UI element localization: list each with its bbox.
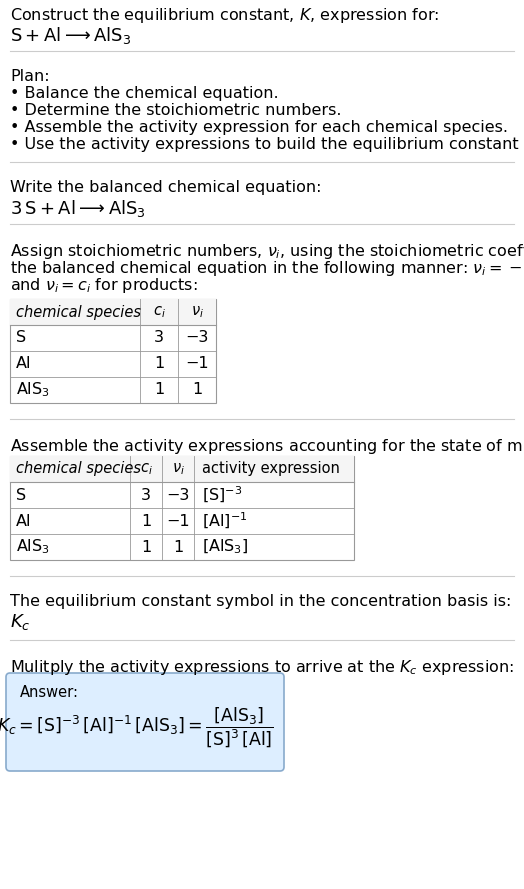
Text: Assemble the activity expressions accounting for the state of matter and $\nu_i$: Assemble the activity expressions accoun… [10, 437, 524, 456]
Text: Assign stoichiometric numbers, $\nu_i$, using the stoichiometric coefficients, $: Assign stoichiometric numbers, $\nu_i$, … [10, 242, 524, 261]
Text: • Assemble the activity expression for each chemical species.: • Assemble the activity expression for e… [10, 120, 508, 135]
Text: Plan:: Plan: [10, 69, 50, 84]
Text: The equilibrium constant symbol in the concentration basis is:: The equilibrium constant symbol in the c… [10, 594, 511, 609]
Text: and $\nu_i = c_i$ for products:: and $\nu_i = c_i$ for products: [10, 276, 198, 295]
Bar [10, 299, 216, 325]
Text: Construct the equilibrium constant, $K$, expression for:: Construct the equilibrium constant, $K$,… [10, 6, 439, 25]
Text: $c_i$: $c_i$ [139, 461, 152, 477]
Text: Answer:: Answer: [20, 685, 79, 700]
Text: $c_i$: $c_i$ [152, 304, 166, 320]
Text: Mulitply the activity expressions to arrive at the $K_c$ expression:: Mulitply the activity expressions to arr… [10, 658, 514, 677]
Text: S: S [16, 331, 26, 346]
Text: Al: Al [16, 356, 31, 372]
Bar [10, 456, 354, 560]
Text: 3: 3 [154, 331, 164, 346]
Text: −1: −1 [166, 514, 190, 528]
Text: $\nu_i$: $\nu_i$ [191, 304, 203, 320]
Text: • Determine the stoichiometric numbers.: • Determine the stoichiometric numbers. [10, 103, 342, 118]
Text: $K_c = [\mathrm{S}]^{-3}\,[\mathrm{Al}]^{-1}\,[\mathrm{AlS_3}] = \dfrac{[\mathrm: $K_c = [\mathrm{S}]^{-3}\,[\mathrm{Al}]^… [0, 706, 274, 750]
Text: the balanced chemical equation in the following manner: $\nu_i = -c_i$ for react: the balanced chemical equation in the fo… [10, 259, 524, 278]
Text: 1: 1 [141, 514, 151, 528]
Text: • Balance the chemical equation.: • Balance the chemical equation. [10, 86, 279, 101]
FancyBboxPatch shape [6, 673, 284, 771]
Text: $[\mathrm{S}]^{-3}$: $[\mathrm{S}]^{-3}$ [202, 485, 242, 505]
Text: $[\mathrm{AlS_3}]$: $[\mathrm{AlS_3}]$ [202, 538, 248, 557]
Text: −3: −3 [166, 487, 190, 502]
Text: S: S [16, 487, 26, 502]
Text: 1: 1 [173, 540, 183, 555]
Text: 1: 1 [154, 382, 164, 397]
Text: AlS$_3$: AlS$_3$ [16, 538, 50, 557]
Text: • Use the activity expressions to build the equilibrium constant expression.: • Use the activity expressions to build … [10, 137, 524, 152]
Text: chemical species: chemical species [16, 305, 141, 319]
Text: $K_c$: $K_c$ [10, 612, 30, 632]
Text: $\nu_i$: $\nu_i$ [171, 461, 184, 477]
Text: $\mathrm{3\,S + Al} \longrightarrow \mathrm{AlS_3}$: $\mathrm{3\,S + Al} \longrightarrow \mat… [10, 198, 146, 219]
Text: Write the balanced chemical equation:: Write the balanced chemical equation: [10, 180, 322, 195]
Text: 1: 1 [192, 382, 202, 397]
Bar [10, 299, 216, 403]
Text: −3: −3 [185, 331, 209, 346]
Text: 1: 1 [154, 356, 164, 372]
Text: −1: −1 [185, 356, 209, 372]
Text: 1: 1 [141, 540, 151, 555]
Text: chemical species: chemical species [16, 461, 141, 477]
Text: Al: Al [16, 514, 31, 528]
Text: activity expression: activity expression [202, 461, 340, 477]
Text: $[\mathrm{Al}]^{-1}$: $[\mathrm{Al}]^{-1}$ [202, 511, 247, 531]
Text: $\mathrm{S + Al} \longrightarrow \mathrm{AlS_3}$: $\mathrm{S + Al} \longrightarrow \mathrm… [10, 25, 132, 46]
Text: AlS$_3$: AlS$_3$ [16, 380, 50, 399]
Text: 3: 3 [141, 487, 151, 502]
Bar [10, 456, 354, 482]
